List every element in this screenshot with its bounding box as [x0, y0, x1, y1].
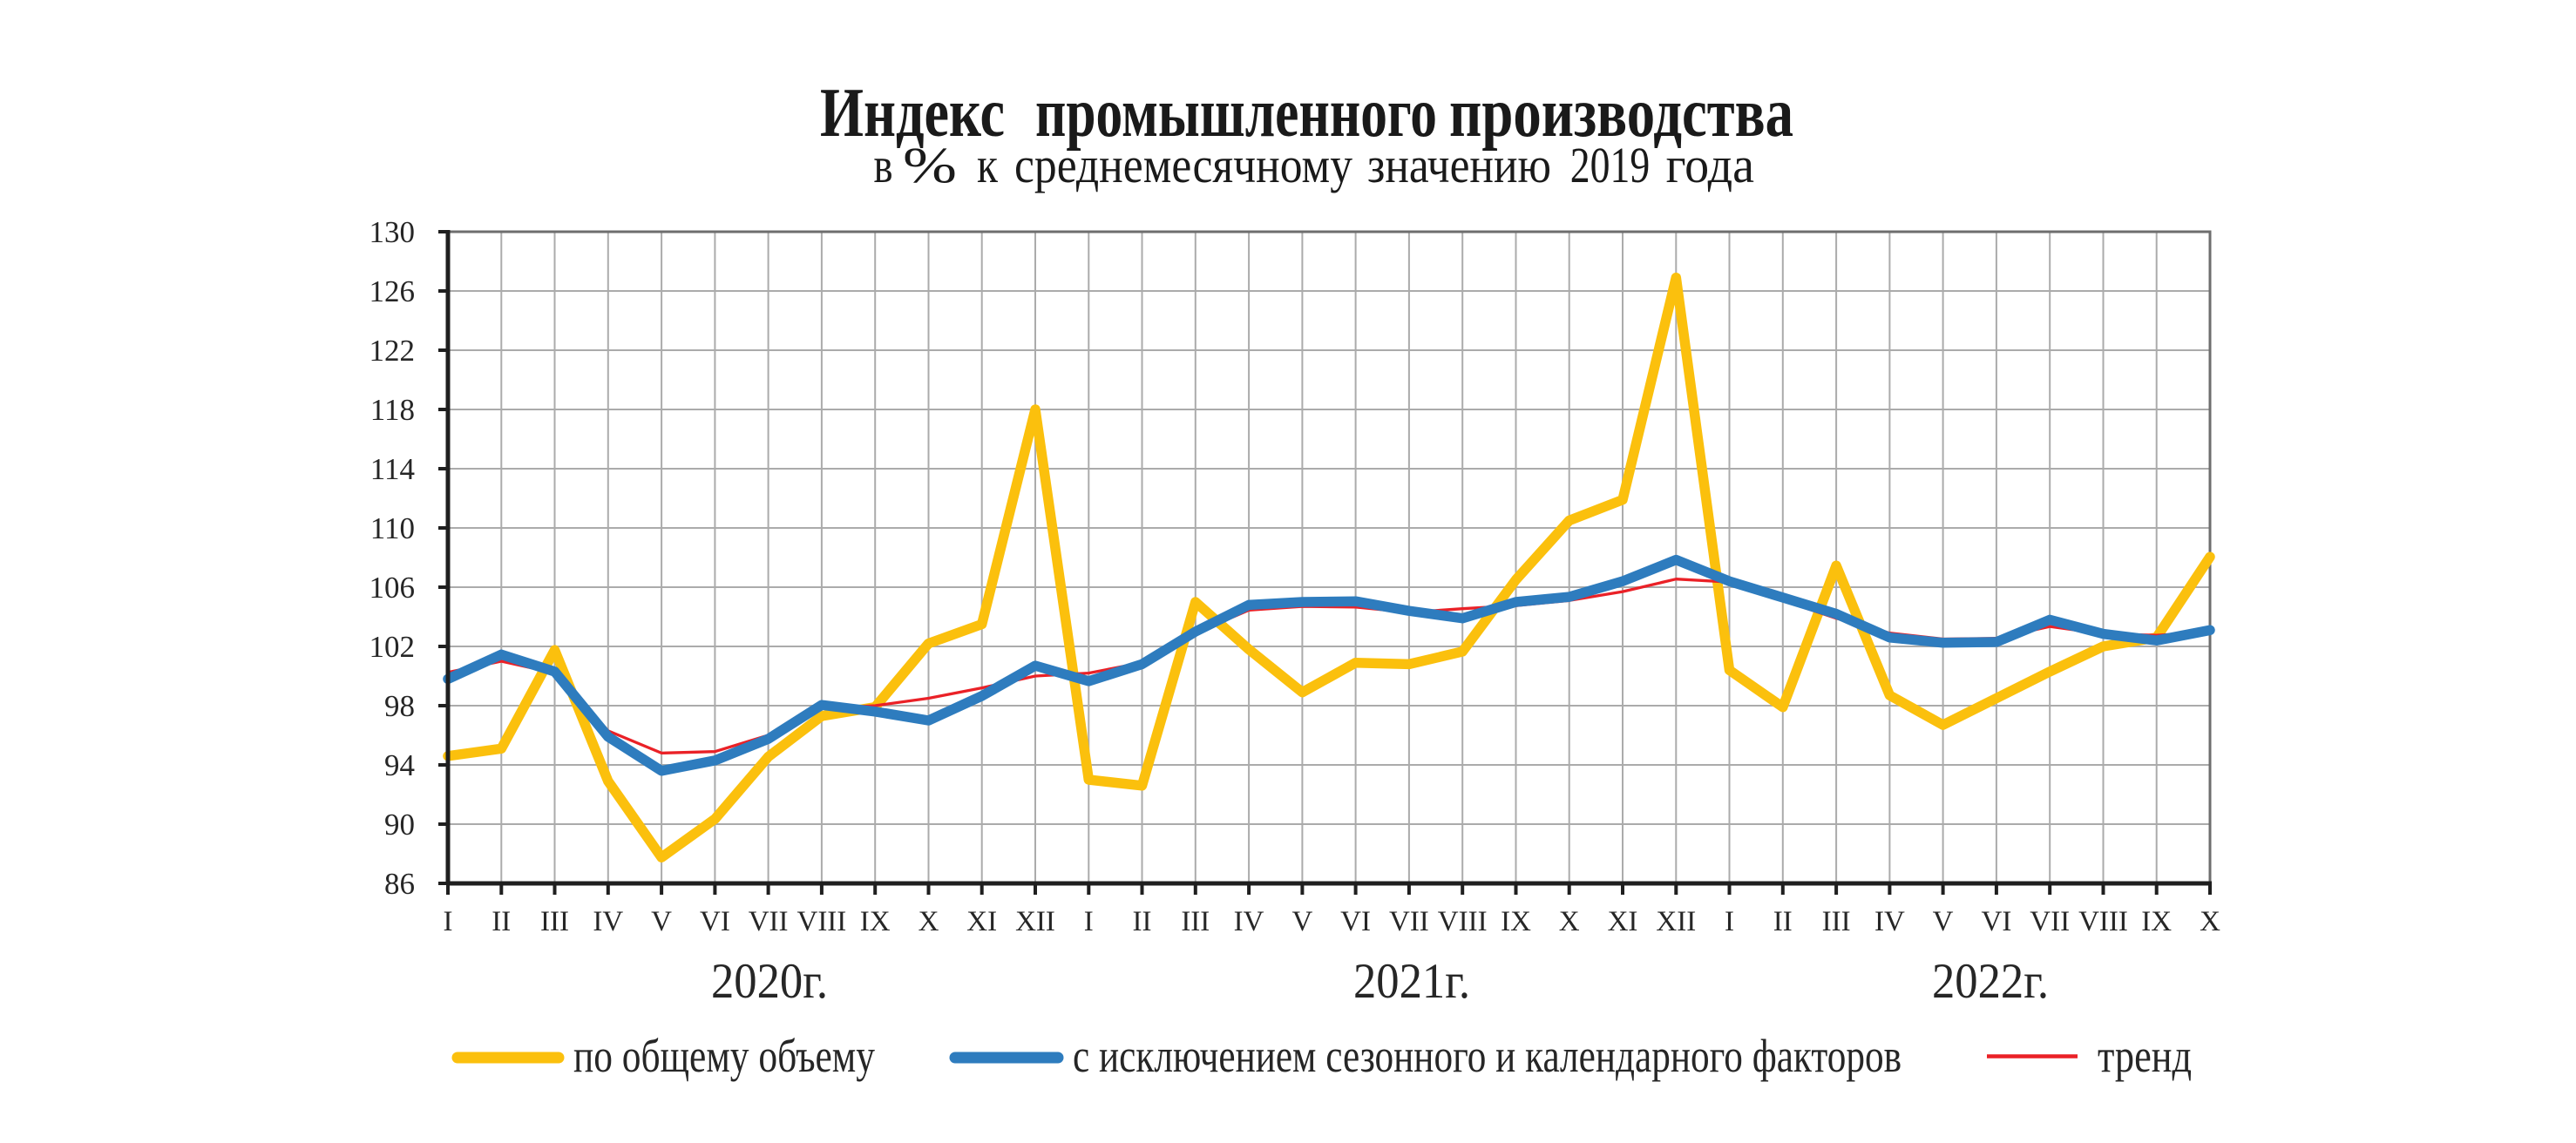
svg-text:VII: VII — [2030, 906, 2070, 937]
svg-text:%: % — [903, 137, 957, 193]
svg-text:тренд: тренд — [2098, 1030, 2192, 1082]
svg-text:102: 102 — [369, 630, 416, 664]
svg-text:года: года — [1666, 137, 1754, 193]
svg-text:значению: значению — [1367, 137, 1551, 193]
svg-text:II: II — [491, 906, 511, 937]
svg-text:126: 126 — [369, 274, 416, 308]
svg-text:130: 130 — [369, 215, 416, 249]
svg-text:VI: VI — [1981, 906, 2011, 937]
svg-text:среднемесячному: среднемесячному — [1014, 137, 1352, 193]
svg-text:IV: IV — [1234, 906, 1264, 937]
svg-text:I: I — [444, 906, 453, 937]
svg-text:114: 114 — [370, 452, 415, 486]
svg-text:XI: XI — [966, 906, 997, 937]
svg-text:X: X — [1559, 906, 1580, 937]
svg-text:IX: IX — [2141, 906, 2172, 937]
svg-text:II: II — [1773, 906, 1793, 937]
svg-text:I: I — [1084, 906, 1094, 937]
svg-text:VIII: VIII — [1438, 906, 1488, 937]
svg-text:XII: XII — [1656, 906, 1696, 937]
svg-text:Индекс: Индекс — [820, 75, 1005, 152]
svg-text:110: 110 — [370, 511, 415, 545]
svg-text:с исключением сезонного и кале: с исключением сезонного и календарного ф… — [1073, 1030, 1901, 1082]
svg-text:V: V — [1291, 906, 1312, 937]
svg-text:к: к — [977, 137, 999, 193]
svg-text:X: X — [2200, 906, 2220, 937]
svg-text:III: III — [1181, 906, 1210, 937]
svg-text:IV: IV — [1874, 906, 1905, 937]
svg-text:V: V — [651, 906, 672, 937]
svg-text:90: 90 — [384, 808, 415, 842]
svg-text:VII: VII — [1389, 906, 1429, 937]
svg-text:XI: XI — [1608, 906, 1638, 937]
svg-text:по общему объему: по общему объему — [573, 1030, 875, 1082]
svg-text:III: III — [540, 906, 569, 937]
svg-text:IX: IX — [1501, 906, 1531, 937]
svg-text:VI: VI — [700, 906, 730, 937]
svg-text:VII: VII — [749, 906, 789, 937]
svg-text:2021г.: 2021г. — [1353, 954, 1470, 1009]
svg-text:2019: 2019 — [1570, 137, 1650, 193]
svg-text:VIII: VIII — [797, 906, 846, 937]
svg-text:VIII: VIII — [2078, 906, 2128, 937]
svg-text:VI: VI — [1340, 906, 1371, 937]
svg-text:98: 98 — [384, 689, 415, 723]
svg-text:X: X — [919, 906, 939, 937]
svg-text:122: 122 — [369, 334, 416, 368]
svg-text:производства: производства — [1449, 75, 1793, 152]
svg-text:промышленного: промышленного — [1035, 75, 1437, 152]
svg-text:I: I — [1725, 906, 1734, 937]
svg-text:2020г.: 2020г. — [711, 954, 828, 1009]
svg-text:II: II — [1133, 906, 1152, 937]
svg-text:XII: XII — [1015, 906, 1055, 937]
svg-text:118: 118 — [370, 393, 415, 427]
svg-text:94: 94 — [384, 748, 415, 782]
svg-text:в: в — [874, 137, 893, 193]
svg-text:IV: IV — [593, 906, 623, 937]
svg-text:106: 106 — [369, 571, 416, 605]
svg-text:86: 86 — [384, 867, 415, 901]
svg-text:IX: IX — [860, 906, 891, 937]
svg-text:2022г.: 2022г. — [1932, 954, 2049, 1009]
svg-text:III: III — [1822, 906, 1851, 937]
svg-text:V: V — [1933, 906, 1954, 937]
